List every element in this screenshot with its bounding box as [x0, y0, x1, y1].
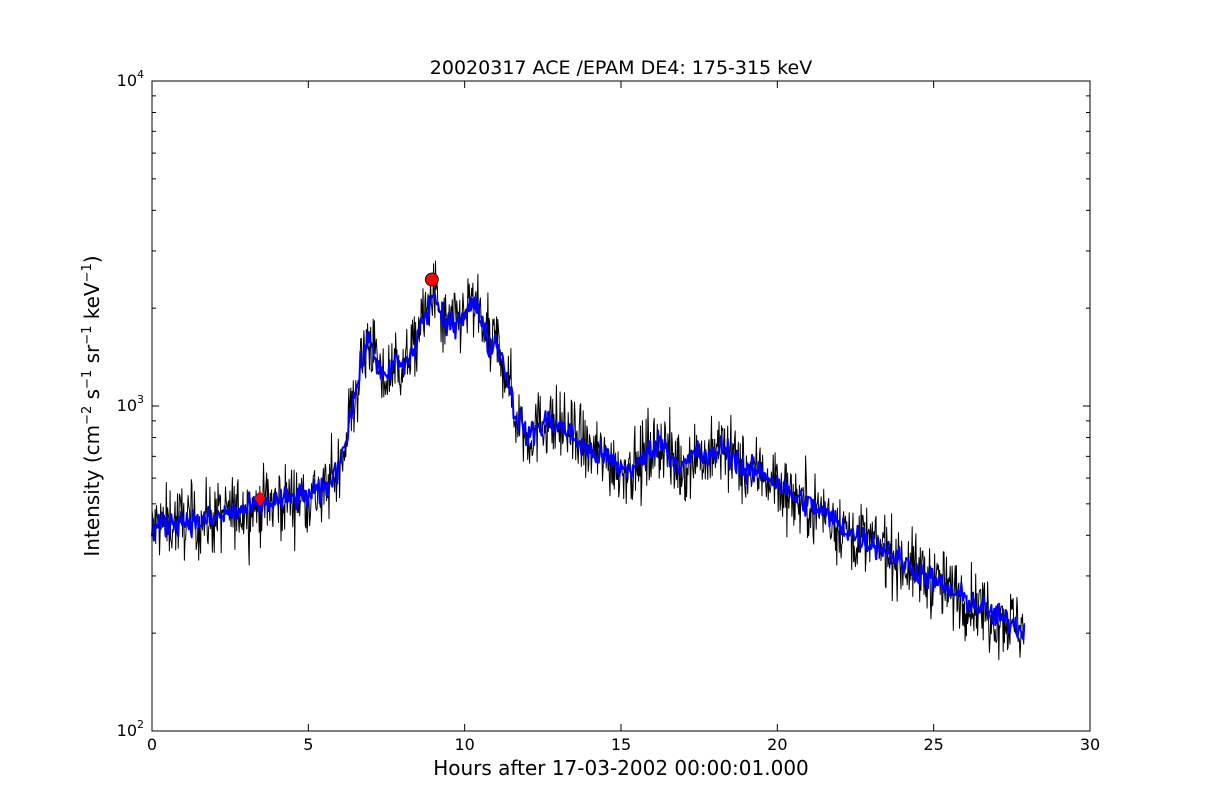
series-layer	[151, 260, 1026, 661]
x-tick-label: 25	[923, 735, 943, 754]
x-tick-label: 30	[1080, 735, 1100, 754]
y-label-prefix: Intensity (cm	[80, 425, 104, 557]
y-tick-label: 102	[117, 718, 144, 740]
x-tick-label: 10	[454, 735, 474, 754]
series-line-0	[151, 260, 1025, 661]
y-axis-label: Intensity (cm−2 s−1 sr−1 keV−1)	[80, 255, 104, 556]
series-line-1	[151, 292, 1026, 641]
y-label-suffix: )	[80, 255, 104, 263]
y-label-mid2: sr	[80, 344, 104, 370]
y-label-sup1: −2	[80, 406, 95, 425]
y-tick-exp: 3	[137, 393, 144, 406]
marker-diamond-0	[254, 490, 266, 507]
chart-title: 20020317 ACE /EPAM DE4: 175-315 keV	[430, 57, 812, 79]
y-tick-exp: 4	[137, 68, 144, 81]
y-label-sup4: −1	[80, 263, 95, 282]
marker-layer	[254, 272, 439, 507]
marker-circle-1	[424, 272, 439, 287]
y-label-mid1: s	[80, 389, 104, 406]
x-tick-label: 20	[767, 735, 787, 754]
x-tick-label: 0	[147, 735, 157, 754]
y-tick-base: 10	[117, 721, 137, 740]
y-label-mid3: keV	[80, 282, 104, 326]
y-tick-base: 10	[117, 396, 137, 415]
y-tick-label: 103	[117, 393, 144, 415]
y-label-sup3: −1	[80, 326, 95, 345]
x-tick-label: 15	[611, 735, 631, 754]
x-axis-label: Hours after 17-03-2002 00:00:01.000	[433, 756, 809, 780]
y-tick-label: 104	[117, 68, 144, 90]
x-tick-label: 5	[303, 735, 313, 754]
y-tick-exp: 2	[137, 718, 144, 731]
y-label-sup2: −1	[80, 370, 95, 389]
plot-frame	[151, 80, 1091, 732]
y-tick-base: 10	[117, 71, 137, 90]
